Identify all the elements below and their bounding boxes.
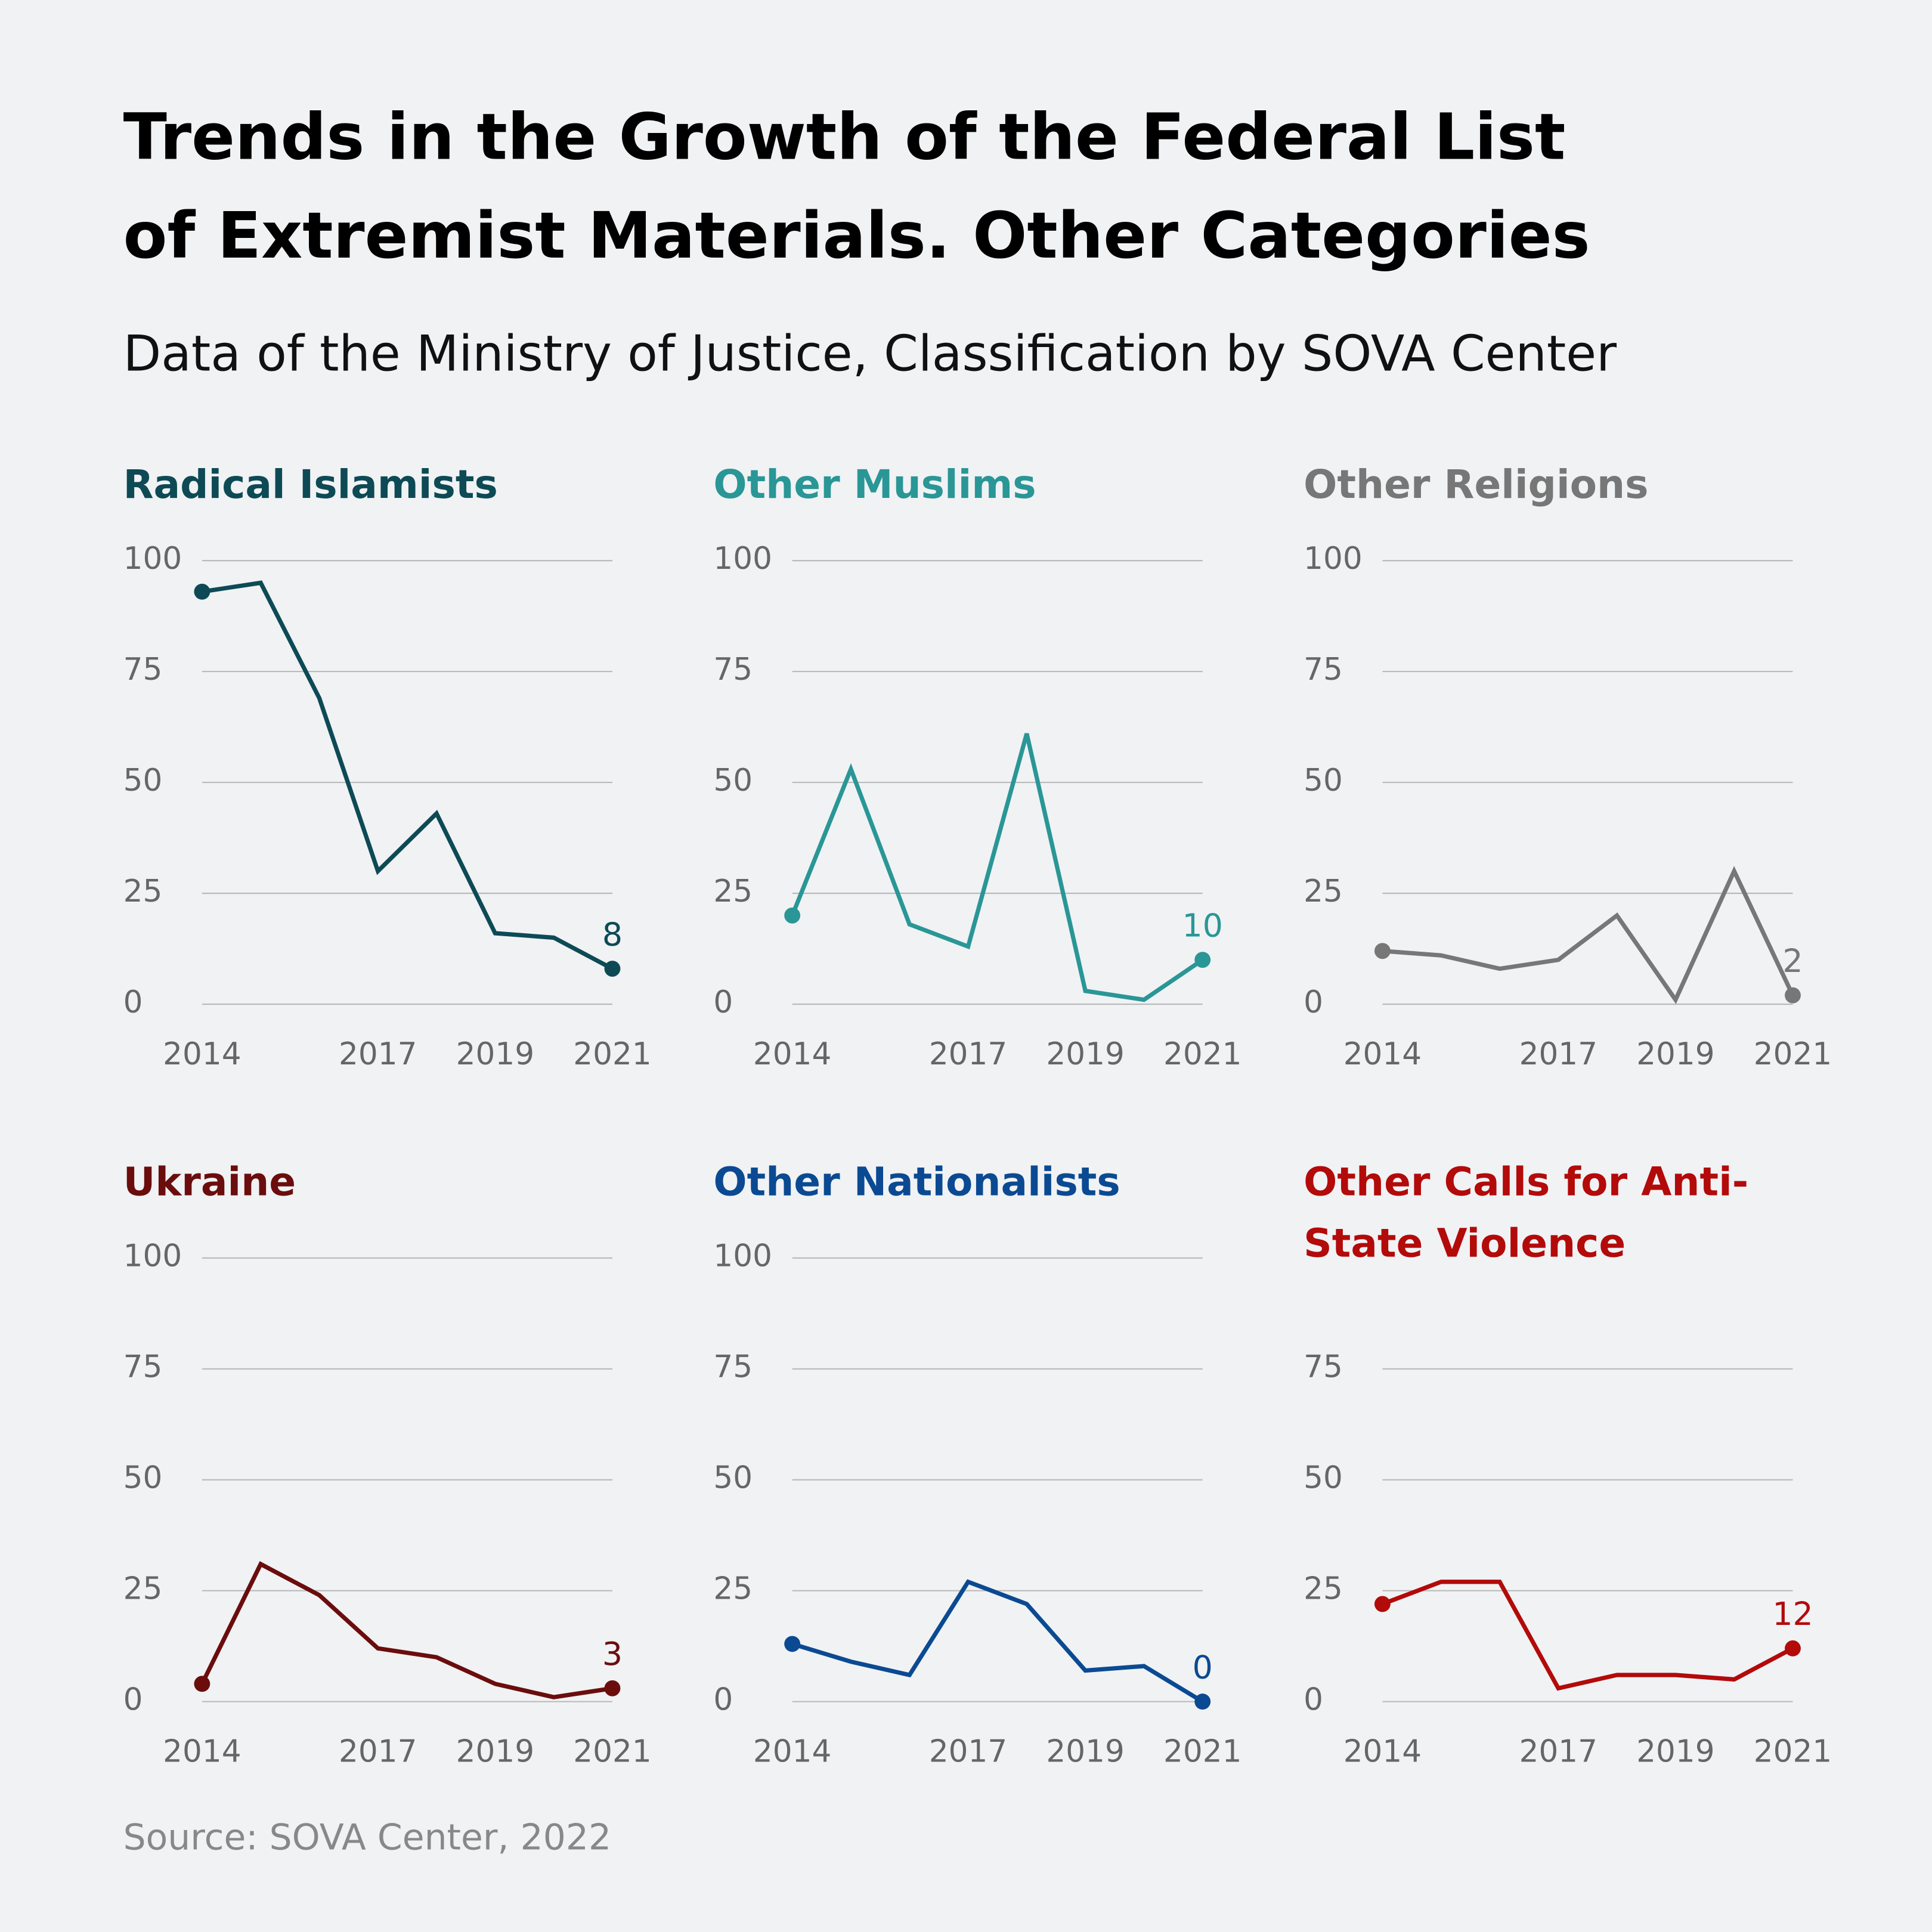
panel-title-box: Ukraine xyxy=(123,1158,296,1205)
end-dot xyxy=(784,1636,801,1652)
x-tick-label: 2019 xyxy=(456,1733,534,1769)
x-tick-label: 2014 xyxy=(163,1036,241,1072)
panel-title: Other Religions xyxy=(1304,460,1649,508)
y-tick-label: 50 xyxy=(123,763,163,798)
panel-title: Radical Islamists xyxy=(123,460,498,508)
y-tick-label: 50 xyxy=(1304,1460,1343,1496)
x-tick-label: 2017 xyxy=(339,1733,417,1769)
panel-title: Other Calls for Anti-State Violence xyxy=(1304,1158,1749,1267)
x-tick-label: 2019 xyxy=(456,1036,534,1072)
x-tick-label: 2021 xyxy=(1754,1036,1832,1072)
x-tick-label: 2021 xyxy=(573,1036,651,1072)
end-dot xyxy=(1785,987,1801,1004)
x-tick-label: 2017 xyxy=(1519,1036,1597,1072)
end-dot xyxy=(1194,1693,1211,1710)
x-tick-label: 2019 xyxy=(1046,1733,1124,1769)
data-line xyxy=(202,580,614,971)
y-tick-label: 25 xyxy=(713,874,753,909)
y-tick-label: 0 xyxy=(1304,984,1323,1020)
y-tick-label: 75 xyxy=(713,1349,753,1385)
x-tick-label: 2017 xyxy=(339,1036,417,1072)
x-tick-label: 2014 xyxy=(753,1733,831,1769)
data-label: 12 xyxy=(1772,1595,1813,1633)
data-line xyxy=(790,733,1204,1002)
y-tick-label: 0 xyxy=(713,984,733,1020)
data-label: 0 xyxy=(1193,1649,1213,1686)
y-tick-label: 50 xyxy=(713,763,753,798)
y-tick-label: 100 xyxy=(713,1239,772,1274)
title-box: Trends in the Growth of the Federal List… xyxy=(123,101,1590,274)
y-tick-label: 0 xyxy=(713,1682,733,1718)
x-tick-label: 2021 xyxy=(1163,1036,1241,1072)
y-tick-label: 75 xyxy=(123,652,163,688)
x-tick-label: 2019 xyxy=(1636,1036,1714,1072)
data-label: 2 xyxy=(1782,942,1803,980)
data-line xyxy=(200,1561,613,1699)
y-tick-label: 50 xyxy=(1304,763,1343,798)
panel-title-box: Other Nationalists xyxy=(713,1158,1120,1205)
y-tick-label: 0 xyxy=(123,984,143,1020)
y-tick-label: 25 xyxy=(1304,874,1343,909)
y-tick-label: 25 xyxy=(713,1571,753,1607)
data-label: 8 xyxy=(602,915,623,953)
end-dot xyxy=(194,1676,210,1692)
end-dot xyxy=(1374,1596,1391,1612)
end-dot xyxy=(604,961,621,977)
x-tick-label: 2019 xyxy=(1046,1036,1124,1072)
x-tick-label: 2017 xyxy=(929,1733,1007,1769)
data-label: 3 xyxy=(602,1635,623,1673)
x-tick-label: 2014 xyxy=(163,1733,241,1769)
y-tick-label: 0 xyxy=(1304,1682,1323,1718)
data-label: 10 xyxy=(1182,907,1223,945)
panel-title-box: Other Muslims xyxy=(713,460,1036,508)
y-tick-label: 100 xyxy=(1304,541,1363,577)
x-tick-label: 2014 xyxy=(1343,1036,1422,1072)
y-tick-label: 0 xyxy=(123,1682,143,1718)
y-tick-label: 50 xyxy=(713,1460,753,1496)
x-tick-label: 2014 xyxy=(1343,1733,1422,1769)
y-tick-label: 100 xyxy=(123,1239,182,1274)
source: Source: SOVA Center, 2022 xyxy=(123,1817,611,1859)
panel-title-box: Other Religions xyxy=(1304,460,1649,508)
end-dot xyxy=(604,1680,621,1696)
x-tick-label: 2019 xyxy=(1636,1733,1714,1769)
end-dot xyxy=(1785,1640,1801,1657)
y-tick-label: 100 xyxy=(123,541,182,577)
subtitle: Data of the Ministry of Justice, Classif… xyxy=(123,326,1617,383)
y-tick-label: 75 xyxy=(1304,652,1343,688)
panel-title: Other Nationalists xyxy=(713,1158,1120,1205)
end-dot xyxy=(1194,952,1211,968)
x-tick-label: 2021 xyxy=(1754,1733,1832,1769)
end-dot xyxy=(1374,943,1391,959)
panel-title: Ukraine xyxy=(123,1158,296,1205)
x-tick-label: 2021 xyxy=(573,1733,651,1769)
y-tick-label: 25 xyxy=(123,1571,163,1607)
x-tick-label: 2017 xyxy=(929,1036,1007,1072)
y-tick-label: 75 xyxy=(1304,1349,1343,1385)
y-tick-label: 75 xyxy=(713,652,753,688)
panel-title-box: Radical Islamists xyxy=(123,460,498,508)
panel-title-box: Other Calls for Anti-State Violence xyxy=(1304,1158,1749,1267)
y-tick-label: 25 xyxy=(123,874,163,909)
panel-title: Other Muslims xyxy=(713,460,1036,508)
data-line xyxy=(1382,1580,1794,1691)
end-dot xyxy=(194,583,210,600)
x-tick-label: 2021 xyxy=(1163,1733,1241,1769)
x-tick-label: 2014 xyxy=(753,1036,831,1072)
y-tick-label: 25 xyxy=(1304,1571,1343,1607)
data-line xyxy=(1382,866,1795,1004)
y-tick-label: 50 xyxy=(123,1460,163,1496)
y-tick-label: 75 xyxy=(123,1349,163,1385)
end-dot xyxy=(784,907,801,924)
x-tick-label: 2017 xyxy=(1519,1733,1597,1769)
data-line xyxy=(791,1579,1204,1704)
chart-title: Trends in the Growth of the Federal List… xyxy=(123,101,1590,274)
y-tick-label: 100 xyxy=(713,541,772,577)
